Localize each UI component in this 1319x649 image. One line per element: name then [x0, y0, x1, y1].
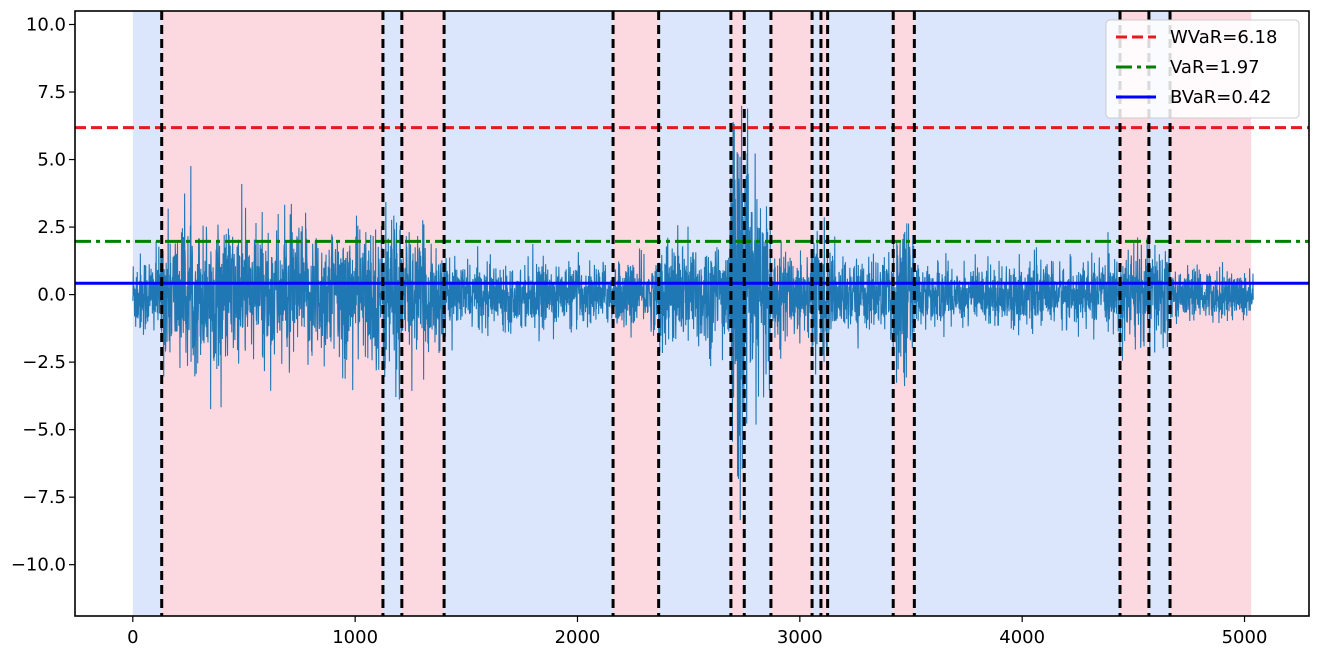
y-tick-label: 0.0 [37, 285, 66, 306]
axes: 0 1000 2000 3000 4000 5000 10.0 7.5 5.0 2.5 0.0 −2.… [11, 10, 1310, 648]
x-tick-label: 2000 [555, 627, 601, 648]
var-lines [75, 126, 1309, 285]
legend-label: BVaR=0.42 [1170, 87, 1271, 108]
plot-frame [74, 10, 1310, 617]
y-tick-label: 10.0 [26, 15, 66, 36]
y-tick-label: 5.0 [37, 150, 66, 171]
x-tick-label: 0 [127, 627, 138, 648]
y-tick-label: 7.5 [37, 82, 66, 103]
y-tick-label: −5.0 [22, 420, 66, 441]
legend-label: WVaR=6.18 [1170, 27, 1277, 48]
series-line [132, 105, 1254, 521]
x-tick-label: 5000 [1222, 627, 1268, 648]
y-tick-label: −10.0 [11, 555, 66, 576]
legend-box [1105, 19, 1300, 119]
x-tick-label: 3000 [777, 627, 823, 648]
regime-region [382, 11, 402, 616]
y-tick-label: 2.5 [37, 217, 66, 238]
y-tick-label: −7.5 [22, 487, 66, 508]
y-tick-label: −2.5 [22, 352, 66, 373]
regime-region [1148, 11, 1171, 616]
legend-label: VaR=1.97 [1170, 57, 1260, 78]
legend: WVaR=6.18 VaR=1.97 BVaR=0.42 [1105, 19, 1300, 119]
x-tick-label: 1000 [332, 627, 378, 648]
return-series [132, 105, 1254, 521]
x-tick-label: 4000 [999, 627, 1045, 648]
